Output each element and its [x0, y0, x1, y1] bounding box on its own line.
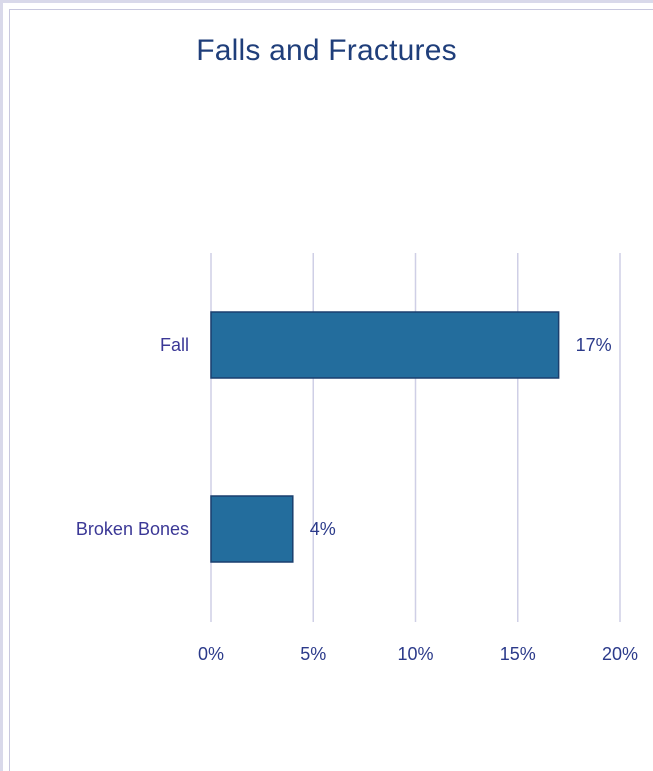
data-label: 17% [576, 335, 612, 355]
category-labels: Fall Broken Bones [76, 335, 189, 539]
bar [210, 495, 294, 563]
data-labels: 17% 4% [310, 335, 612, 539]
x-tick-label: 0% [198, 644, 224, 664]
gridlines [210, 253, 621, 622]
category-label: Broken Bones [76, 519, 189, 539]
chart-frame-inner [9, 9, 653, 771]
x-tick-label: 5% [300, 644, 326, 664]
x-tick-label: 10% [397, 644, 433, 664]
x-axis-ticks: 0% 5% 10% 15% 20% [198, 644, 638, 664]
x-tick-label: 20% [602, 644, 638, 664]
x-tick-label: 15% [500, 644, 536, 664]
data-label: 4% [310, 519, 336, 539]
category-label: Fall [160, 335, 189, 355]
bar [210, 311, 560, 379]
bars [210, 311, 560, 563]
chart-title: Falls and Fractures [196, 34, 457, 67]
